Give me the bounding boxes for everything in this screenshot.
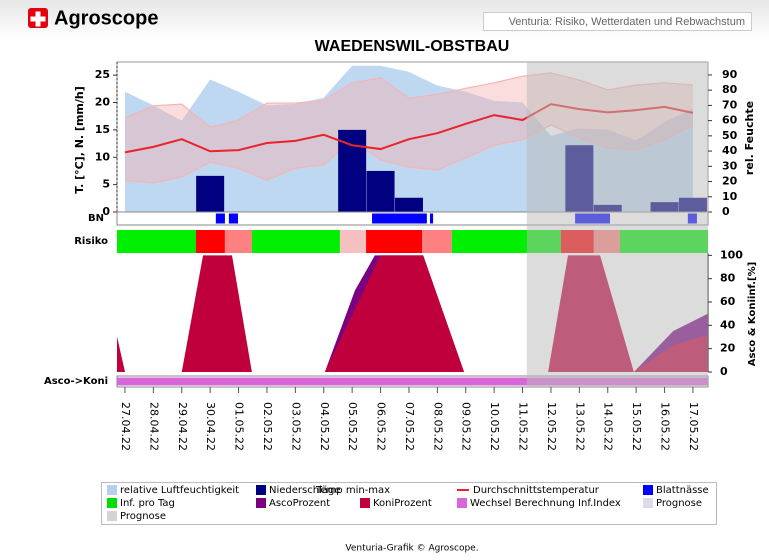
legend-swatch (107, 498, 117, 508)
x-tick-label: 30.04.22 (204, 402, 217, 451)
forecast-overlay (526, 62, 708, 387)
y-tick-label: 15 (95, 123, 110, 136)
risk-segment (422, 230, 452, 253)
precip-bar (196, 175, 225, 212)
y-tick-label: 80 (720, 272, 736, 285)
y2-tick-label: 70 (722, 98, 738, 111)
x-tick-label: 15.05.22 (630, 402, 643, 451)
legend-label: Prognose (120, 511, 166, 522)
legend-swatch (360, 498, 370, 508)
x-tick-label: 07.05.22 (403, 402, 416, 451)
legend-label: AscoProzent (269, 498, 330, 509)
interval (215, 213, 225, 224)
y-tick-label: 100 (720, 248, 743, 261)
legend-swatch (107, 511, 117, 521)
interval (228, 213, 238, 224)
legend-swatch (643, 498, 653, 508)
risk-segment (339, 230, 367, 253)
interval (117, 377, 708, 386)
risk-segment (195, 230, 225, 253)
y-axis-label: T. [°C], N. [mm/h] (73, 86, 86, 194)
risk-segment (224, 230, 252, 253)
y-tick-label: 25 (95, 68, 110, 81)
y2-tick-label: 20 (722, 175, 738, 188)
legend-label: Prognose (656, 498, 702, 509)
panel-label: Risiko (74, 236, 108, 247)
y2-tick-label: 40 (722, 144, 738, 157)
asco-axis-label: Asco & Koniinf.[%] (747, 262, 758, 366)
risk-segment (366, 230, 423, 253)
y2-tick-label: 30 (722, 159, 738, 172)
y2-tick-label: 60 (722, 114, 738, 127)
y-tick-label: 40 (720, 318, 736, 331)
legend-label: relative Luftfeuchtigkeit (120, 485, 239, 496)
x-tick-label: 05.05.22 (346, 402, 359, 451)
legend-label: Wechsel Berechnung Inf.Index (470, 498, 621, 509)
y-tick-label: 60 (720, 295, 736, 308)
chart-title: WAEDENSWIL-OBSTBAU (315, 38, 510, 55)
subtitle: Venturia: Risiko, Wetterdaten und Rebwac… (509, 16, 745, 28)
x-tick-label: 16.05.22 (659, 402, 672, 451)
legend-label: Temp min-max (315, 485, 390, 496)
interval (429, 213, 434, 224)
y2-axis-label: rel. Feuchte (743, 101, 756, 175)
legend-swatch (256, 498, 266, 508)
x-tick-label: 17.05.22 (687, 402, 700, 451)
y2-tick-label: 0 (722, 205, 730, 218)
interval (372, 213, 427, 224)
x-tick-label: 13.05.22 (573, 402, 586, 451)
y-tick-label: 20 (720, 342, 736, 355)
y-tick-label: 20 (95, 96, 111, 109)
subtitle-box (483, 12, 752, 31)
panel-label: BN (88, 213, 104, 224)
y2-tick-label: 90 (722, 68, 738, 81)
y-tick-label: 5 (102, 178, 110, 191)
panel-label: Asco->Koni (44, 376, 108, 387)
x-tick-label: 09.05.22 (460, 402, 473, 451)
risk-segment (117, 230, 196, 253)
legend-swatch (107, 485, 117, 495)
y2-tick-label: 10 (722, 190, 738, 203)
precip-bar (394, 197, 423, 212)
legend-box (101, 482, 717, 525)
legend-swatch (457, 498, 467, 508)
legend-label: Inf. pro Tag (120, 498, 175, 509)
x-tick-label: 01.05.22 (233, 402, 246, 451)
x-tick-label: 28.04.22 (147, 402, 160, 451)
logo-text: Agroscope (54, 7, 158, 29)
legend-swatch (643, 485, 653, 495)
risk-segment (251, 230, 340, 253)
y-tick-label: 0 (102, 205, 110, 218)
x-tick-label: 04.05.22 (318, 402, 331, 451)
precip-bar (338, 129, 367, 212)
x-tick-label: 08.05.22 (431, 402, 444, 451)
x-tick-label: 10.05.22 (488, 402, 501, 451)
legend-label: Durchschnittstemperatur (473, 485, 600, 496)
x-tick-label: 14.05.22 (602, 402, 615, 451)
footer: Venturia-Grafik © Agroscope. (345, 544, 478, 554)
legend-label: Niederschläge (269, 485, 340, 496)
x-tick-label: 06.05.22 (375, 402, 388, 451)
x-tick-label: 29.04.22 (176, 402, 189, 451)
logo-cross (30, 11, 46, 27)
legend-swatch (256, 485, 266, 495)
precip-bar (366, 170, 395, 212)
y-tick-label: 0 (720, 365, 728, 378)
legend-label: Blattnässe (656, 485, 709, 496)
x-tick-label: 12.05.22 (545, 402, 558, 451)
x-tick-label: 27.04.22 (119, 402, 132, 451)
x-tick-label: 11.05.22 (517, 402, 530, 451)
y2-tick-label: 80 (722, 83, 738, 96)
x-tick-label: 03.05.22 (289, 402, 302, 451)
y-tick-label: 10 (95, 150, 111, 163)
x-tick-label: 02.05.22 (261, 402, 274, 451)
y2-tick-label: 50 (722, 129, 738, 142)
legend-label: KoniProzent (373, 498, 432, 509)
